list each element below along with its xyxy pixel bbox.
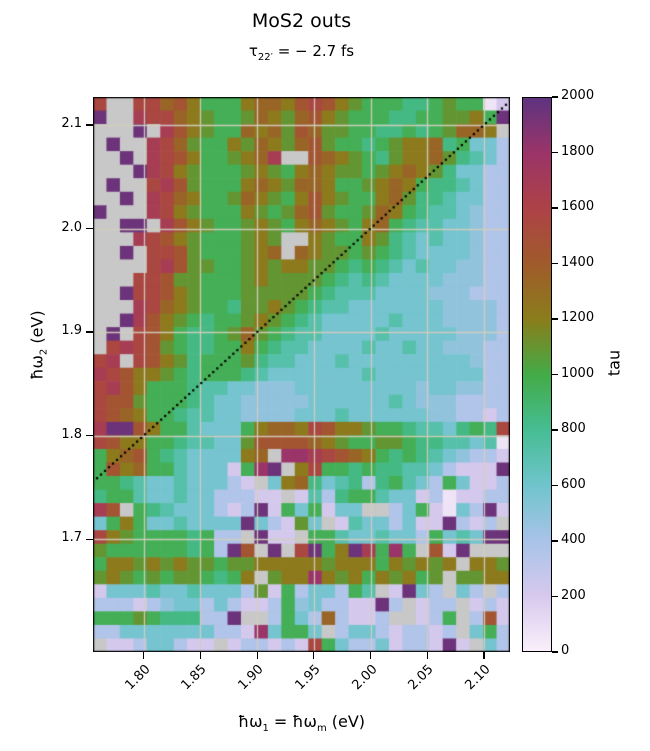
colorbar-tick-label: 400 xyxy=(561,532,586,547)
x-tick-mark xyxy=(143,652,145,659)
x-tick-mark xyxy=(313,652,315,659)
colorbar-tick-label: 800 xyxy=(561,421,586,436)
y-axis-label-pre: ħω xyxy=(27,355,47,380)
x-tick-label: 2.10 xyxy=(462,662,494,694)
y-tick-label: 1.7 xyxy=(61,530,82,546)
colorbar-tick-mark xyxy=(552,207,558,209)
colorbar-tick-label: 1200 xyxy=(561,310,595,325)
x-axis-label-post: (eV) xyxy=(326,712,366,731)
x-axis-label-pre: ħω xyxy=(237,712,263,731)
colorbar-tick-mark xyxy=(552,484,558,487)
colorbar-tick-label: 1600 xyxy=(561,199,595,214)
y-axis-label-sub: 2 xyxy=(38,348,50,356)
y-tick-mark xyxy=(86,434,93,437)
subtitle-tau-symbol: τ xyxy=(248,42,258,60)
colorbar-tick-mark xyxy=(552,96,558,98)
chart-title: MoS2 outs xyxy=(251,10,352,32)
x-axis-label-mid: = ħω xyxy=(268,712,317,731)
colorbar-tick-label: 0 xyxy=(561,643,570,658)
colorbar-tick-mark xyxy=(552,595,558,598)
subtitle-tau-subscript: 22′ xyxy=(257,52,273,63)
colorbar-tick-label: 1800 xyxy=(561,143,595,159)
y-tick-label: 2.0 xyxy=(61,219,82,235)
colorbar-tick-mark xyxy=(552,262,558,265)
colorbar-tick-mark xyxy=(552,151,558,154)
colorbar-tick-mark xyxy=(552,540,558,542)
colorbar-tick-label: 2000 xyxy=(561,88,595,103)
y-tick-label: 1.8 xyxy=(61,426,82,442)
colorbar-tick-mark xyxy=(552,373,558,376)
colorbar-tick-label: 200 xyxy=(561,587,586,603)
x-tick-label: 1.85 xyxy=(178,662,210,694)
colorbar-tick-mark xyxy=(552,318,558,320)
y-axis-label: ħω2 (eV) xyxy=(27,310,50,380)
y-tick-label: 2.1 xyxy=(61,115,82,131)
subtitle-value: = − 2.7 fs xyxy=(272,42,355,60)
x-tick-label: 2.00 xyxy=(349,662,381,694)
x-tick-mark xyxy=(199,652,201,659)
y-tick-mark xyxy=(86,331,93,333)
y-tick-mark xyxy=(86,124,93,126)
heatmap-canvas xyxy=(93,97,510,652)
x-tick-label: 1.95 xyxy=(292,662,324,694)
x-tick-label: 1.90 xyxy=(235,662,267,694)
x-tick-mark xyxy=(369,652,372,659)
colorbar-tick-mark xyxy=(552,429,558,431)
colorbar-tick-label: 1400 xyxy=(561,254,595,270)
colorbar-tick-label: 1000 xyxy=(561,365,595,381)
y-tick-mark xyxy=(86,538,93,540)
colorbar-tick-mark xyxy=(552,651,558,653)
x-axis-label: ħω1 = ħωm (eV) xyxy=(93,712,510,735)
y-tick-label: 1.9 xyxy=(61,323,82,339)
x-axis-label-sub2: m xyxy=(316,723,327,735)
x-tick-mark xyxy=(426,652,428,659)
chart-subtitle: τ22′ = − 2.7 fs xyxy=(93,40,510,63)
colorbar-label: tau xyxy=(604,349,624,377)
x-tick-mark xyxy=(483,652,485,659)
x-tick-mark xyxy=(256,652,258,659)
x-tick-label: 2.05 xyxy=(405,662,437,694)
x-axis-label-sub1: 1 xyxy=(262,723,269,735)
y-tick-mark xyxy=(86,227,93,230)
colorbar xyxy=(522,97,552,652)
colorbar-tick-label: 600 xyxy=(561,476,586,492)
x-tick-label: 1.80 xyxy=(122,662,154,694)
